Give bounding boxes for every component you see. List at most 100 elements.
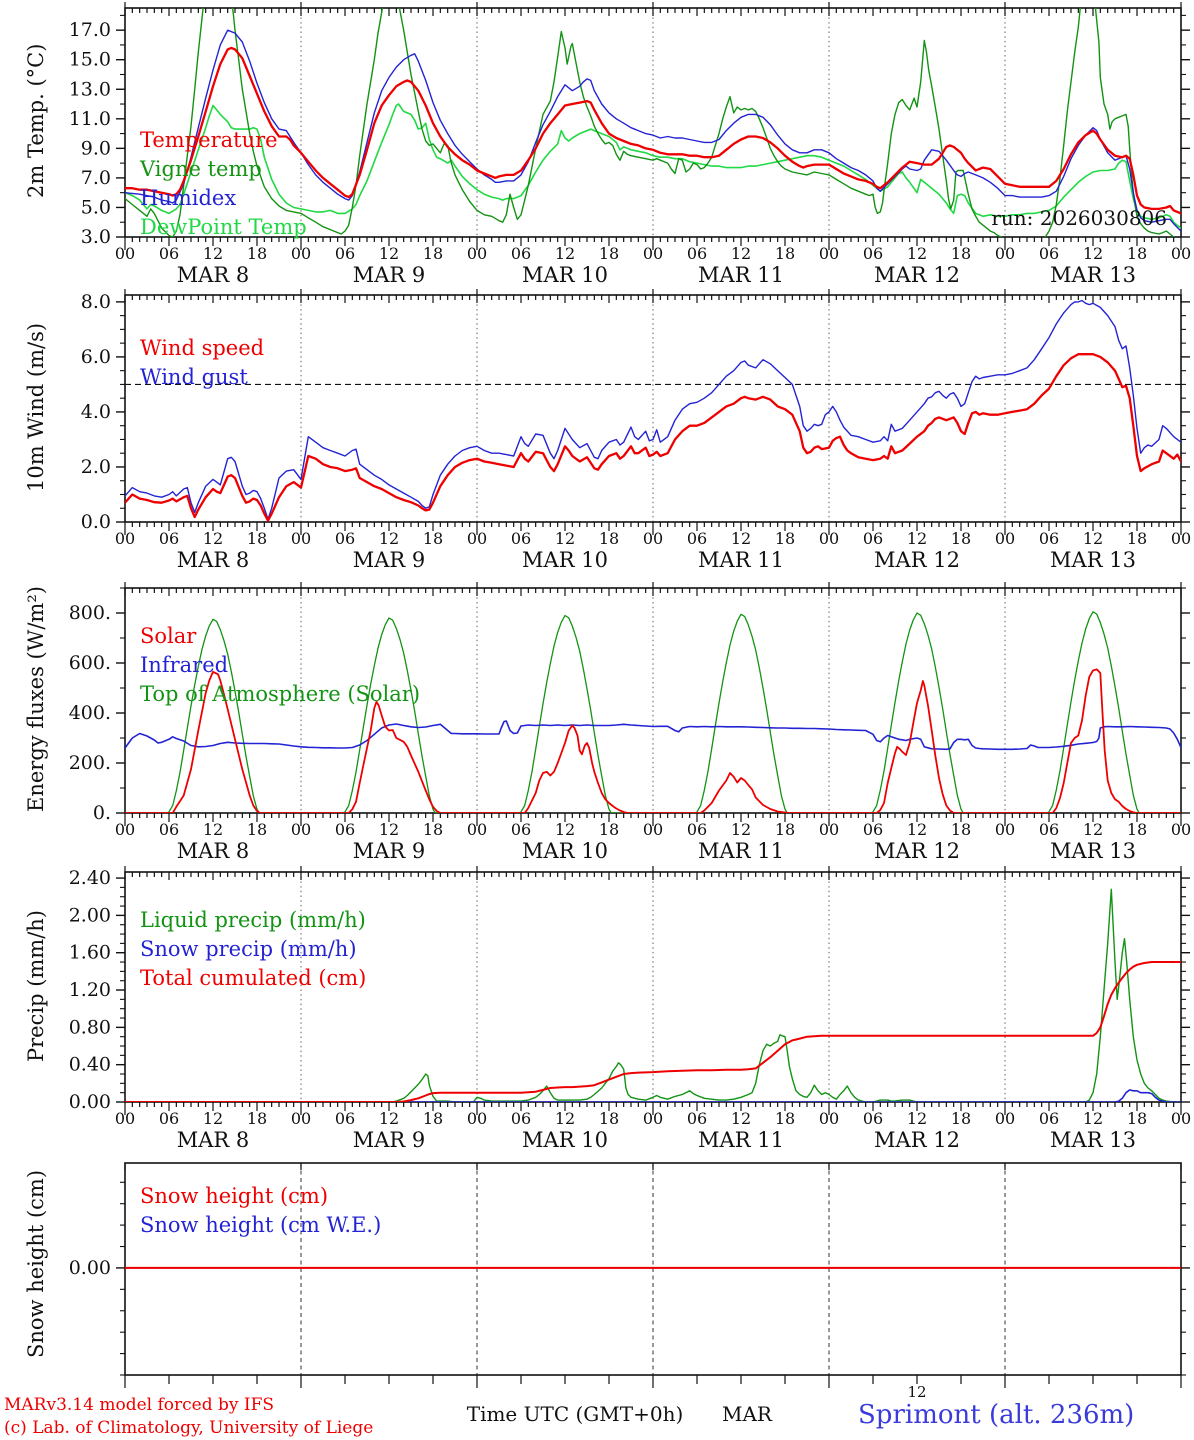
svg-text:12: 12 bbox=[907, 820, 927, 839]
series-wind-speed-line bbox=[125, 353, 1181, 522]
svg-text:18: 18 bbox=[423, 529, 443, 548]
svg-text:12: 12 bbox=[731, 244, 751, 263]
svg-text:18: 18 bbox=[423, 244, 443, 263]
svg-text:18: 18 bbox=[423, 1109, 443, 1128]
series-humidex-line bbox=[125, 29, 1181, 232]
svg-text:06: 06 bbox=[1039, 529, 1059, 548]
legend-item: Wind gust bbox=[140, 365, 248, 389]
svg-text:MAR 8: MAR 8 bbox=[177, 548, 250, 572]
svg-text:18: 18 bbox=[1127, 820, 1147, 839]
svg-text:12: 12 bbox=[555, 1109, 575, 1128]
svg-text:06: 06 bbox=[863, 529, 883, 548]
svg-text:00: 00 bbox=[1171, 244, 1191, 263]
svg-text:12: 12 bbox=[1083, 244, 1103, 263]
svg-text:12: 12 bbox=[907, 244, 927, 263]
svg-text:MAR 11: MAR 11 bbox=[698, 1128, 784, 1152]
svg-text:12: 12 bbox=[1083, 820, 1103, 839]
series-solar-line bbox=[125, 668, 1181, 813]
svg-text:00: 00 bbox=[995, 1109, 1015, 1128]
legend-item: Solar bbox=[140, 624, 197, 648]
svg-text:06: 06 bbox=[687, 1109, 707, 1128]
svg-text:00: 00 bbox=[291, 1109, 311, 1128]
run-label: run: 2026030806 bbox=[991, 206, 1167, 230]
svg-text:18: 18 bbox=[775, 244, 795, 263]
series-infrared-line bbox=[125, 720, 1181, 751]
svg-text:18: 18 bbox=[599, 529, 619, 548]
svg-text:18: 18 bbox=[951, 529, 971, 548]
station-label: Sprimont (alt. 236m) bbox=[858, 1400, 1135, 1430]
svg-text:1.20: 1.20 bbox=[69, 979, 111, 1001]
svg-text:400.: 400. bbox=[69, 702, 111, 724]
svg-text:00: 00 bbox=[643, 529, 663, 548]
svg-text:12: 12 bbox=[731, 1109, 751, 1128]
panel-2: 0. 200. 400. 600. 800. 00 06 12 18 00 06 12 18 00 06 12… bbox=[69, 582, 1191, 863]
svg-text:18: 18 bbox=[775, 529, 795, 548]
svg-text:18: 18 bbox=[247, 820, 267, 839]
svg-text:MAR 12: MAR 12 bbox=[874, 263, 960, 287]
y-title-temperature: 2m Temp. (°C) bbox=[24, 43, 48, 198]
svg-text:12: 12 bbox=[907, 1109, 927, 1128]
svg-text:MAR 10: MAR 10 bbox=[522, 1128, 608, 1152]
svg-text:12: 12 bbox=[555, 244, 575, 263]
x-axis-month: MAR bbox=[722, 1402, 772, 1426]
svg-text:MAR 12: MAR 12 bbox=[874, 1128, 960, 1152]
svg-text:06: 06 bbox=[159, 1109, 179, 1128]
svg-text:00: 00 bbox=[115, 529, 135, 548]
svg-text:18: 18 bbox=[247, 529, 267, 548]
svg-text:18: 18 bbox=[599, 820, 619, 839]
svg-text:12: 12 bbox=[379, 820, 399, 839]
credit-line-1: MARv3.14 model forced by IFS bbox=[4, 1395, 275, 1415]
svg-text:00: 00 bbox=[995, 529, 1015, 548]
svg-text:06: 06 bbox=[1039, 244, 1059, 263]
svg-text:12: 12 bbox=[731, 529, 751, 548]
svg-text:00: 00 bbox=[467, 529, 487, 548]
svg-text:0.00: 0.00 bbox=[69, 1257, 111, 1279]
legend-temperature: Temperature Vigne temp Humidex DewPoint … bbox=[140, 126, 307, 242]
svg-text:MAR 13: MAR 13 bbox=[1050, 263, 1136, 287]
svg-text:18: 18 bbox=[599, 1109, 619, 1128]
svg-text:200.: 200. bbox=[69, 752, 111, 774]
svg-text:12: 12 bbox=[731, 820, 751, 839]
svg-text:00: 00 bbox=[115, 244, 135, 263]
svg-text:00: 00 bbox=[995, 244, 1015, 263]
svg-text:00: 00 bbox=[115, 820, 135, 839]
svg-text:800.: 800. bbox=[69, 602, 111, 624]
svg-text:8.0: 8.0 bbox=[81, 291, 111, 313]
svg-text:11.0: 11.0 bbox=[69, 108, 111, 130]
svg-text:MAR 12: MAR 12 bbox=[874, 839, 960, 863]
svg-text:MAR 10: MAR 10 bbox=[522, 263, 608, 287]
svg-text:0.0: 0.0 bbox=[81, 511, 111, 533]
svg-text:9.0: 9.0 bbox=[81, 137, 111, 159]
svg-text:MAR 8: MAR 8 bbox=[177, 263, 250, 287]
svg-text:7.0: 7.0 bbox=[81, 167, 111, 189]
legend-item: Snow height (cm) bbox=[140, 1184, 329, 1208]
y-title-precip: Precip (mm/h) bbox=[24, 909, 48, 1062]
svg-text:0.00: 0.00 bbox=[69, 1091, 111, 1113]
svg-text:2.0: 2.0 bbox=[81, 456, 111, 478]
svg-text:06: 06 bbox=[511, 820, 531, 839]
series-snow-precip-line bbox=[125, 1089, 1181, 1102]
svg-text:MAR 8: MAR 8 bbox=[177, 839, 250, 863]
svg-text:18: 18 bbox=[247, 1109, 267, 1128]
legend-item: Vigne temp bbox=[140, 157, 262, 181]
credit-line-2: (c) Lab. of Climatology, University of L… bbox=[4, 1418, 374, 1438]
legend-item: Snow precip (mm/h) bbox=[140, 937, 357, 961]
svg-text:18: 18 bbox=[247, 244, 267, 263]
svg-text:2.40: 2.40 bbox=[69, 867, 111, 889]
legend-item: Total cumulated (cm) bbox=[140, 966, 367, 990]
svg-text:00: 00 bbox=[819, 820, 839, 839]
series-temperature-line bbox=[125, 46, 1181, 215]
svg-text:18: 18 bbox=[951, 1109, 971, 1128]
svg-text:06: 06 bbox=[335, 244, 355, 263]
svg-text:MAR 11: MAR 11 bbox=[698, 548, 784, 572]
svg-text:18: 18 bbox=[423, 820, 443, 839]
panel-1: 0.0 2.0 4.0 6.0 8.0 00 06 12 18 00 06 12 18 00 06 12 18 0… bbox=[81, 289, 1191, 572]
legend-item: DewPoint Temp bbox=[140, 215, 307, 239]
series-dewpoint-temp-line bbox=[125, 103, 1181, 229]
svg-text:00: 00 bbox=[643, 1109, 663, 1128]
legend-item: Humidex bbox=[140, 186, 237, 210]
svg-text:06: 06 bbox=[159, 820, 179, 839]
svg-text:18: 18 bbox=[951, 820, 971, 839]
legend-item: Snow height (cm W.E.) bbox=[140, 1213, 382, 1237]
svg-text:12: 12 bbox=[1083, 1109, 1103, 1128]
